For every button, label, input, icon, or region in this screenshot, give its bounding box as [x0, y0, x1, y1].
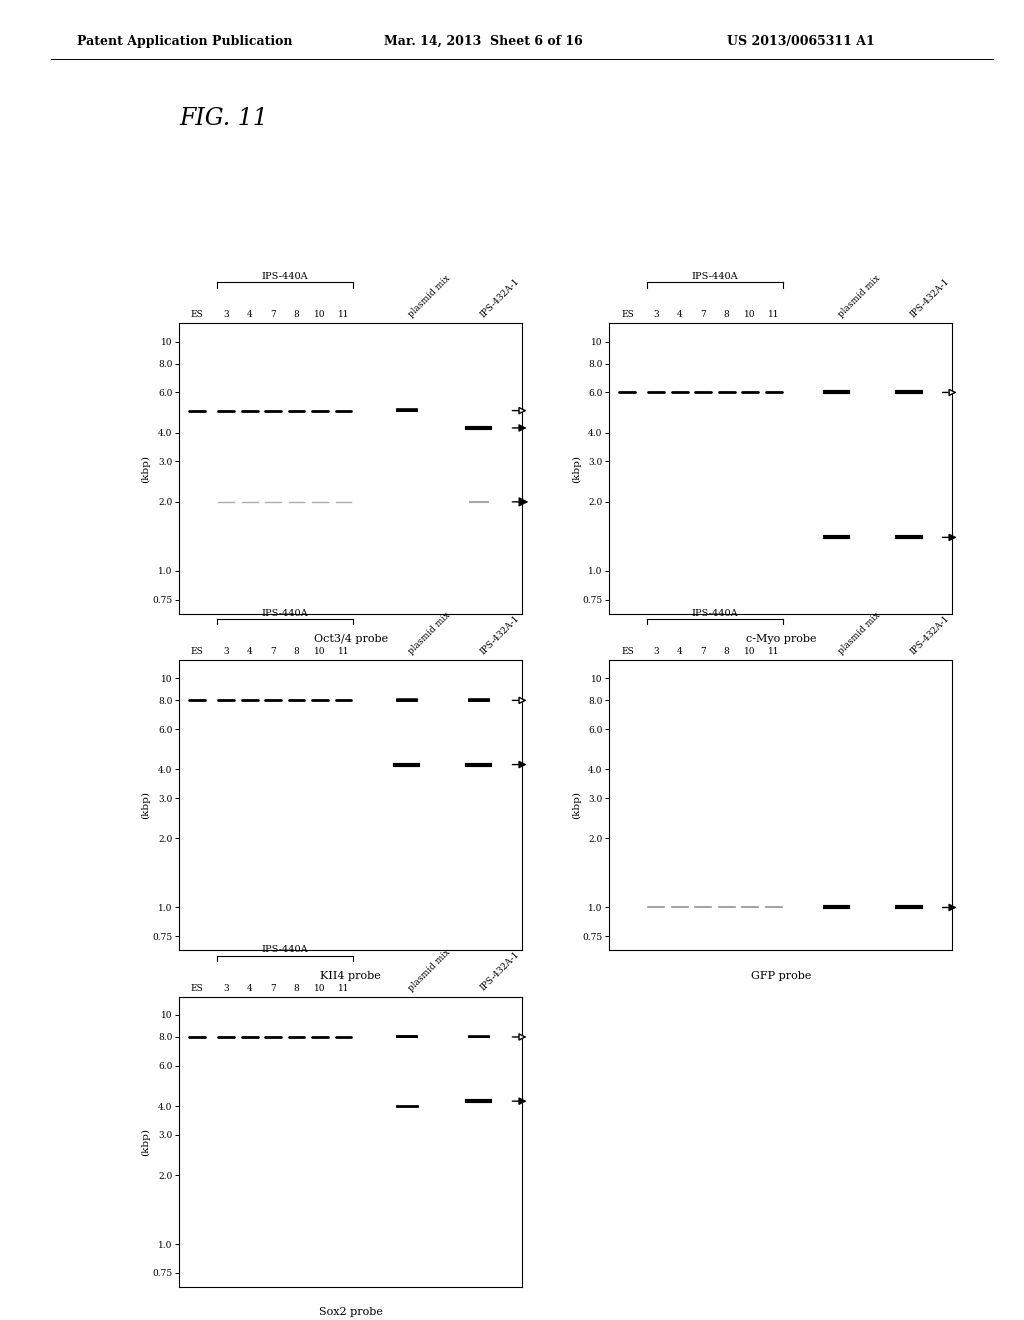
- Text: 8: 8: [294, 983, 299, 993]
- Text: 11: 11: [768, 310, 779, 319]
- Text: 4: 4: [247, 647, 253, 656]
- Text: Sox2 probe: Sox2 probe: [318, 1307, 383, 1317]
- Text: 8: 8: [724, 647, 729, 656]
- Text: 10: 10: [314, 310, 326, 319]
- Text: 7: 7: [700, 310, 706, 319]
- Y-axis label: (kbp): (kbp): [141, 454, 151, 483]
- Text: FIG. 11: FIG. 11: [179, 107, 268, 131]
- Text: 11: 11: [338, 310, 349, 319]
- Text: Oct3/4 probe: Oct3/4 probe: [313, 634, 388, 644]
- Text: US 2013/0065311 A1: US 2013/0065311 A1: [727, 34, 874, 48]
- Text: 4: 4: [247, 983, 253, 993]
- Y-axis label: (kbp): (kbp): [571, 791, 581, 820]
- Text: 3: 3: [223, 983, 229, 993]
- Text: IPS-440A: IPS-440A: [261, 945, 308, 954]
- Text: 10: 10: [744, 310, 756, 319]
- Text: IPS-440A: IPS-440A: [691, 609, 738, 618]
- Text: IPS-432A-1: IPS-432A-1: [909, 614, 951, 656]
- Text: IPS-432A-1: IPS-432A-1: [909, 277, 951, 319]
- Text: IPS-440A: IPS-440A: [261, 272, 308, 281]
- Text: 8: 8: [724, 310, 729, 319]
- Text: ES: ES: [621, 310, 634, 319]
- Text: 10: 10: [314, 983, 326, 993]
- Text: 7: 7: [270, 310, 275, 319]
- Text: 3: 3: [223, 310, 229, 319]
- Text: GFP probe: GFP probe: [751, 970, 811, 981]
- Text: 11: 11: [768, 647, 779, 656]
- Text: 11: 11: [338, 647, 349, 656]
- Text: 8: 8: [294, 647, 299, 656]
- Text: IPS-432A-1: IPS-432A-1: [479, 950, 521, 993]
- Text: IPS-432A-1: IPS-432A-1: [479, 277, 521, 319]
- Text: IPS-440A: IPS-440A: [691, 272, 738, 281]
- Text: 3: 3: [223, 647, 229, 656]
- Text: KII4 probe: KII4 probe: [321, 970, 381, 981]
- Text: Mar. 14, 2013  Sheet 6 of 16: Mar. 14, 2013 Sheet 6 of 16: [384, 34, 583, 48]
- Text: 7: 7: [270, 647, 275, 656]
- Text: 11: 11: [338, 983, 349, 993]
- Y-axis label: (kbp): (kbp): [141, 791, 151, 820]
- Text: 4: 4: [247, 310, 253, 319]
- Text: 7: 7: [700, 647, 706, 656]
- Text: 3: 3: [653, 310, 659, 319]
- Text: 3: 3: [653, 647, 659, 656]
- Text: 10: 10: [744, 647, 756, 656]
- Text: ES: ES: [621, 647, 634, 656]
- Text: ES: ES: [190, 310, 204, 319]
- Y-axis label: (kbp): (kbp): [571, 454, 581, 483]
- Text: 8: 8: [294, 310, 299, 319]
- Text: Patent Application Publication: Patent Application Publication: [77, 34, 292, 48]
- Text: IPS-440A: IPS-440A: [261, 609, 308, 618]
- Text: 4: 4: [677, 310, 683, 319]
- Text: ES: ES: [190, 647, 204, 656]
- Text: c-Myo probe: c-Myo probe: [745, 634, 816, 644]
- Text: 7: 7: [270, 983, 275, 993]
- Text: ES: ES: [190, 983, 204, 993]
- Y-axis label: (kbp): (kbp): [141, 1127, 151, 1156]
- Text: 4: 4: [677, 647, 683, 656]
- Text: plasmid mix: plasmid mix: [837, 275, 883, 319]
- Text: plasmid mix: plasmid mix: [837, 611, 883, 656]
- Text: 10: 10: [314, 647, 326, 656]
- Text: plasmid mix: plasmid mix: [407, 948, 453, 993]
- Text: IPS-432A-1: IPS-432A-1: [479, 614, 521, 656]
- Text: plasmid mix: plasmid mix: [407, 611, 453, 656]
- Text: plasmid mix: plasmid mix: [407, 275, 453, 319]
